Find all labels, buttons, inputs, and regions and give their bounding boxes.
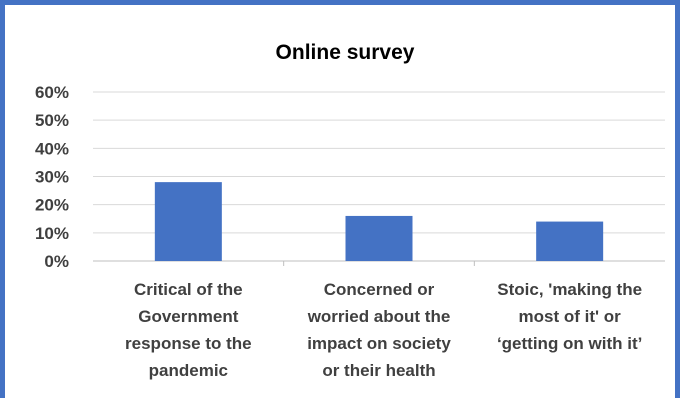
y-tick-label: 60% (35, 83, 69, 102)
x-category-line: Concerned or (324, 280, 435, 299)
x-axis-categories: Critical of the Government response to the… (125, 280, 642, 380)
x-category-label: Concerned or worried about the impact on s… (307, 280, 452, 380)
y-tick-label: 10% (35, 224, 69, 243)
x-category-label: Critical of the Government response to the… (125, 280, 252, 380)
y-tick-label: 0% (44, 252, 69, 271)
bar (536, 221, 604, 261)
bar (345, 215, 413, 261)
x-category-line: Stoic, 'making the (497, 280, 642, 299)
x-category-line: response to the (125, 334, 252, 353)
x-category-line: worried about the (307, 307, 451, 326)
x-category-line: Government (138, 307, 238, 326)
chart-title: Online survey (276, 41, 415, 64)
bars (154, 182, 604, 261)
y-tick-label: 50% (35, 111, 69, 130)
x-category-label: Stoic, 'making the most of it' or ‘getting… (497, 280, 642, 353)
x-category-line: impact on society (307, 334, 451, 353)
y-tick-label: 30% (35, 168, 69, 187)
x-category-line: most of it' or (519, 307, 622, 326)
x-category-line: or their health (322, 361, 435, 380)
y-tick-label: 40% (35, 139, 69, 158)
y-axis-ticks: 0% 10% 20% 30% 40% 50% 60% (35, 83, 69, 271)
y-tick-label: 20% (35, 196, 69, 215)
x-category-line: Critical of the (134, 280, 243, 299)
x-category-line: pandemic (149, 361, 228, 380)
x-category-line: ‘getting on with it’ (497, 334, 642, 353)
bar (154, 182, 222, 261)
bar-chart: Online survey 0% 10% 20% 30% 40% 50% 60% Criti… (35, 41, 665, 380)
